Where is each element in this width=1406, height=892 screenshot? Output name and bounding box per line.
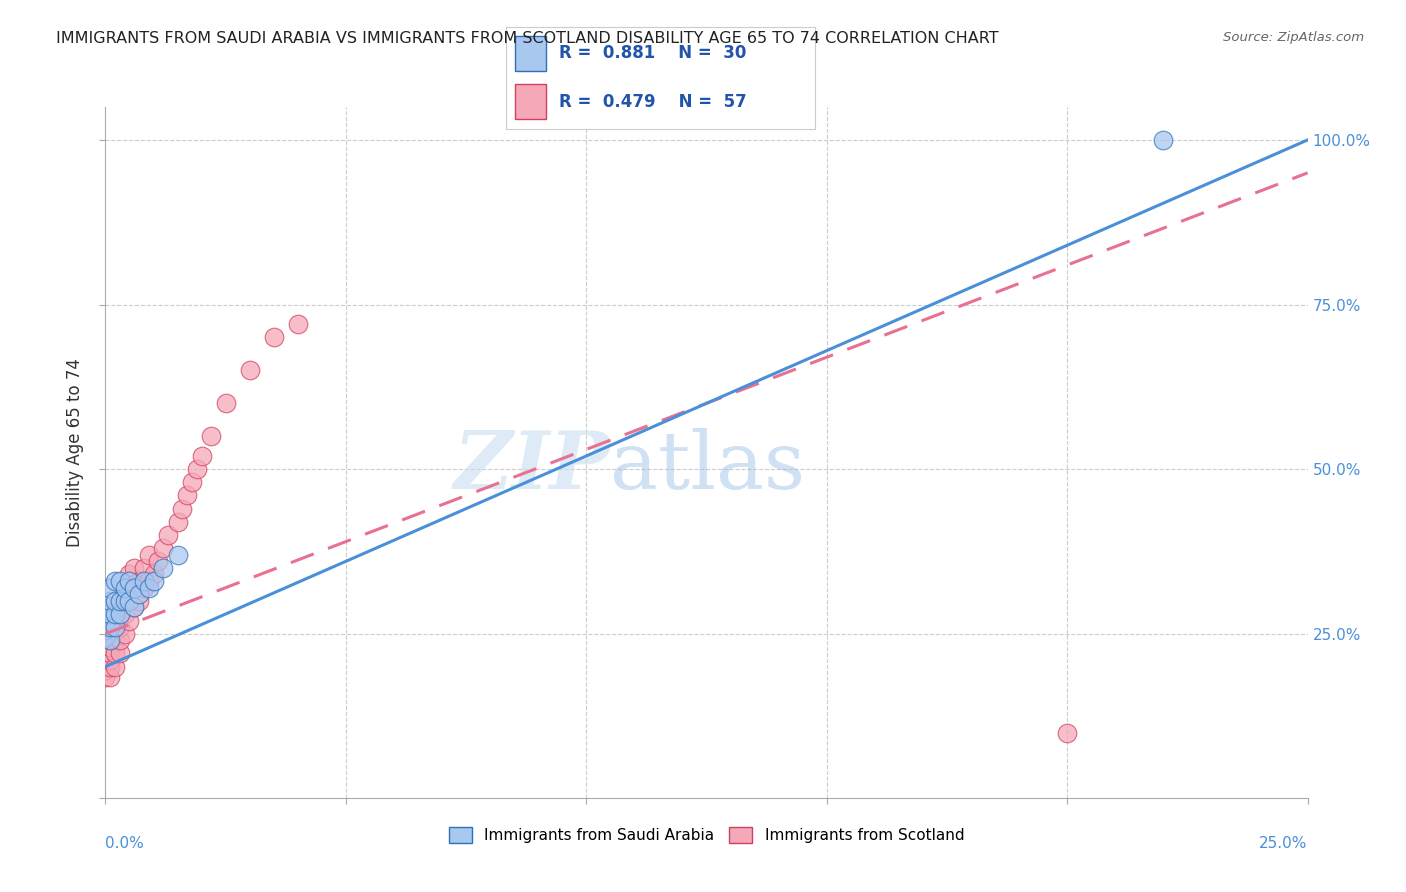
Point <box>118 574 141 588</box>
Point <box>94 649 117 664</box>
Point <box>142 567 165 582</box>
Point <box>104 574 127 588</box>
Point <box>1056 725 1078 739</box>
Text: IMMIGRANTS FROM SAUDI ARABIA VS IMMIGRANTS FROM SCOTLAND DISABILITY AGE 65 TO 74: IMMIGRANTS FROM SAUDI ARABIA VS IMMIGRAN… <box>56 31 998 46</box>
Point <box>94 653 117 667</box>
Point <box>108 620 131 634</box>
Text: Source: ZipAtlas.com: Source: ZipAtlas.com <box>1223 31 1364 45</box>
Point <box>132 574 155 588</box>
Point <box>128 574 150 588</box>
Text: atlas: atlas <box>610 427 806 506</box>
Point <box>132 561 155 575</box>
Point <box>148 554 170 568</box>
Point <box>104 633 127 648</box>
Point <box>94 659 117 673</box>
Point <box>98 633 121 648</box>
FancyBboxPatch shape <box>516 84 547 119</box>
Point <box>108 574 131 588</box>
Point <box>166 548 188 562</box>
Point <box>98 620 121 634</box>
Point <box>94 607 117 621</box>
Y-axis label: Disability Age 65 to 74: Disability Age 65 to 74 <box>66 359 84 547</box>
Point <box>94 614 117 628</box>
Text: 0.0%: 0.0% <box>105 837 145 851</box>
Point <box>166 515 188 529</box>
Point <box>94 640 117 654</box>
Text: ZIP: ZIP <box>454 428 610 505</box>
Point <box>108 633 131 648</box>
Point <box>98 669 121 683</box>
Point <box>108 594 131 608</box>
Point <box>152 541 174 556</box>
Point <box>186 462 208 476</box>
Point <box>98 626 121 640</box>
Point <box>118 567 141 582</box>
Point <box>1152 133 1174 147</box>
Point <box>104 594 127 608</box>
Point <box>124 581 146 595</box>
Point <box>98 594 121 608</box>
Point <box>181 475 204 490</box>
Point <box>94 669 117 683</box>
Point <box>214 396 236 410</box>
Point <box>108 607 131 621</box>
Point <box>118 594 141 608</box>
Text: R =  0.881    N =  30: R = 0.881 N = 30 <box>558 45 747 62</box>
Point <box>138 574 160 588</box>
Point <box>98 653 121 667</box>
Point <box>128 587 150 601</box>
Point <box>108 647 131 661</box>
Point <box>138 581 160 595</box>
Point <box>104 647 127 661</box>
Point <box>118 594 141 608</box>
Text: 25.0%: 25.0% <box>1260 837 1308 851</box>
Point <box>172 501 194 516</box>
Point <box>104 607 127 621</box>
Point <box>239 363 262 377</box>
Point <box>94 620 117 634</box>
FancyBboxPatch shape <box>516 36 547 70</box>
Point <box>98 633 121 648</box>
Point <box>94 663 117 677</box>
Point <box>114 581 136 595</box>
Point <box>156 528 179 542</box>
Point <box>114 626 136 640</box>
Point <box>152 561 174 575</box>
Text: R =  0.479    N =  57: R = 0.479 N = 57 <box>558 93 747 111</box>
Point <box>104 594 127 608</box>
Point <box>104 620 127 634</box>
Legend: Immigrants from Saudi Arabia, Immigrants from Scotland: Immigrants from Saudi Arabia, Immigrants… <box>443 822 970 849</box>
Point <box>263 330 285 344</box>
Point <box>104 607 127 621</box>
Point <box>104 659 127 673</box>
Point <box>104 620 127 634</box>
Point <box>94 624 117 638</box>
Point <box>94 630 117 644</box>
Point <box>118 614 141 628</box>
Point <box>108 594 131 608</box>
Point <box>124 561 146 575</box>
Point <box>98 607 121 621</box>
Point <box>176 488 198 502</box>
Point <box>108 607 131 621</box>
Point <box>114 607 136 621</box>
Point <box>132 581 155 595</box>
Point <box>138 548 160 562</box>
Point <box>142 574 165 588</box>
Point <box>98 640 121 654</box>
Point <box>124 600 146 615</box>
Point <box>98 581 121 595</box>
Point <box>98 659 121 673</box>
Point <box>190 449 212 463</box>
Point <box>200 429 222 443</box>
Point <box>128 594 150 608</box>
Point <box>114 581 136 595</box>
Point <box>287 318 309 332</box>
Point <box>94 647 117 661</box>
Point <box>124 600 146 615</box>
Point <box>114 594 136 608</box>
Point <box>98 647 121 661</box>
Point <box>98 620 121 634</box>
Point <box>124 581 146 595</box>
